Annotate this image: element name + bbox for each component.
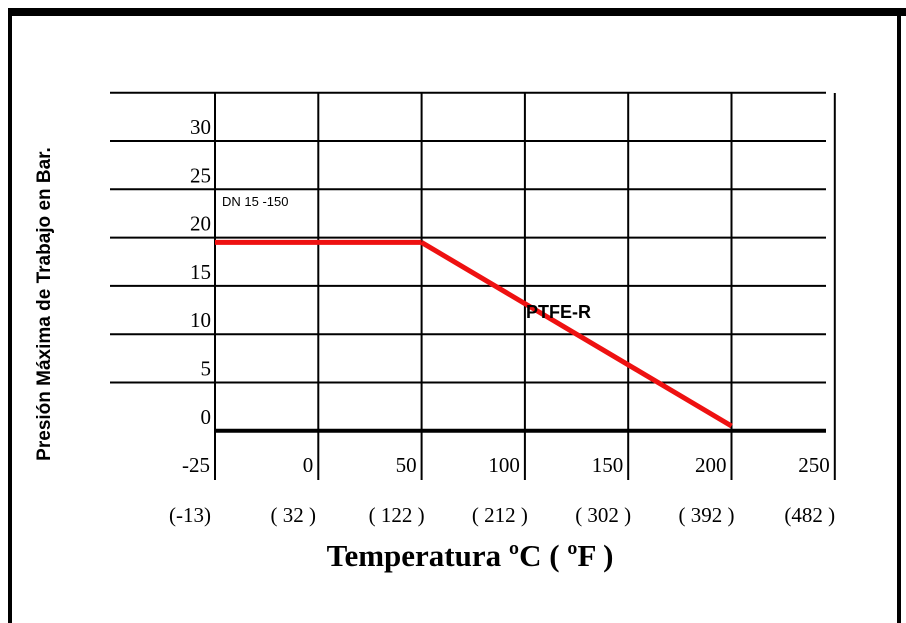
series-line-segment	[420, 240, 733, 429]
y-axis-label: Presión Máxima de Trabajo en Bar.	[34, 147, 55, 461]
chart-grid	[110, 91, 836, 480]
x-tick-label-celsius: 0	[303, 453, 314, 477]
x-tick-label-fahrenheit: ( 122 )	[369, 503, 425, 527]
x-axis-label: Temperatura ºC ( ºF )	[327, 538, 614, 573]
y-tick-label: 10	[190, 308, 211, 332]
y-tick-label: 0	[201, 405, 212, 429]
chart-series	[215, 239, 733, 429]
x-tick-label-celsius: -25	[182, 453, 210, 477]
y-tick-label: 5	[201, 357, 212, 381]
y-tick-label: 20	[190, 212, 211, 236]
x-tick-label-fahrenheit: (-13)	[169, 503, 211, 527]
x-tick-label-celsius: 50	[396, 453, 417, 477]
x-tick-label-fahrenheit: ( 32 )	[271, 503, 317, 527]
x-tick-label-celsius: 150	[592, 453, 624, 477]
x-tick-label-fahrenheit: (482 )	[784, 503, 835, 527]
y-tick-label: 30	[190, 115, 211, 139]
annotation-dn: DN 15 -150	[222, 194, 288, 209]
x-tick-label-celsius: 250	[798, 453, 830, 477]
x-tick-label-celsius: 200	[695, 453, 727, 477]
y-tick-label: 15	[190, 260, 211, 284]
x-tick-label-fahrenheit: ( 392 )	[679, 503, 735, 527]
series-label-ptfe-r: PTFE-R	[526, 302, 591, 322]
x-tick-label-fahrenheit: ( 302 )	[575, 503, 631, 527]
y-tick-label: 25	[190, 163, 211, 187]
x-tick-label-celsius: 100	[488, 453, 520, 477]
x-tick-label-fahrenheit: ( 212 )	[472, 503, 528, 527]
